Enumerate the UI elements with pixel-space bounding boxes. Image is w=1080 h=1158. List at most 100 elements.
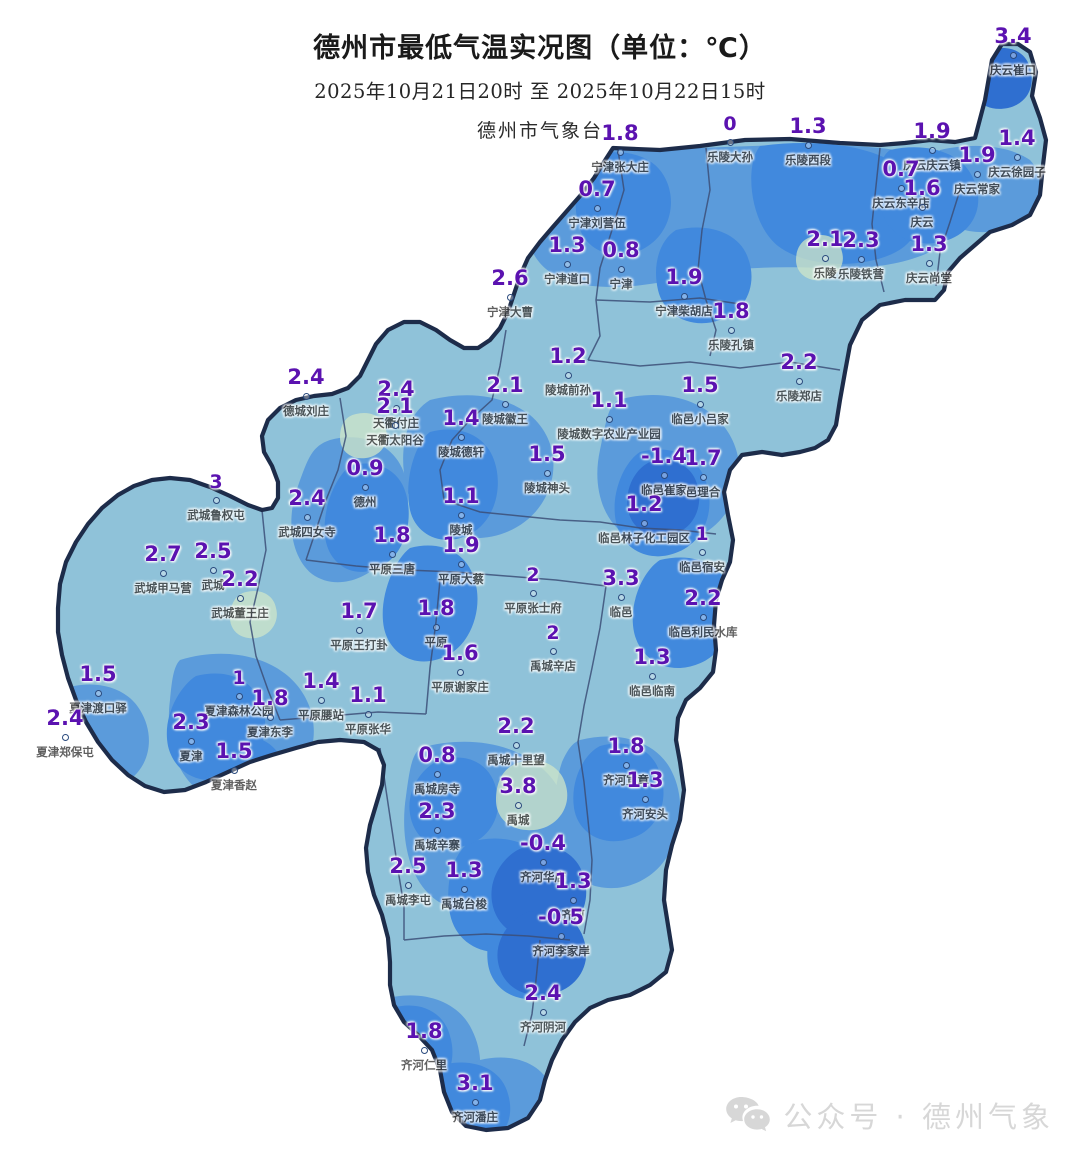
station-dot-icon — [457, 560, 465, 568]
station-value: 2.1 — [376, 394, 414, 418]
station-name: 平原谢家庄 — [431, 680, 489, 694]
station-name: 临邑小吕家 — [671, 412, 729, 426]
station-value: 2.2 — [221, 567, 259, 591]
station-value: 1.8 — [417, 596, 455, 620]
station-name: 陵城德轩 — [438, 445, 484, 459]
station-dot-icon — [696, 400, 704, 408]
station-dot-icon — [159, 569, 167, 577]
station-name: 齐河宣章 — [603, 773, 649, 787]
station-name: 庆云徐园子 — [988, 165, 1046, 179]
station-value: 1.3 — [445, 858, 483, 882]
station-name: 禹城辛店 — [530, 659, 576, 673]
station-dot-icon — [420, 1046, 428, 1054]
station-dot-icon — [680, 292, 688, 300]
station-value: 0.8 — [602, 238, 640, 262]
station-value: 1.3 — [633, 645, 671, 669]
station-name: 临邑宿安 — [679, 560, 725, 574]
station-dot-icon — [392, 404, 400, 412]
station-value: 2.4 — [288, 486, 326, 510]
station-dot-icon — [230, 766, 238, 774]
station-dot-icon — [361, 483, 369, 491]
station-name: 宁津 — [609, 277, 633, 291]
station-dot-icon — [404, 881, 412, 889]
station-value: 2.5 — [389, 854, 427, 878]
station-name: 邑理合 — [685, 485, 721, 499]
station-value: 1.9 — [958, 143, 996, 167]
station-name: 齐河仁里 — [401, 1058, 447, 1072]
station-name: 宁津柴胡店 — [655, 304, 713, 318]
station-value: 3 — [209, 471, 223, 493]
station-dot-icon — [433, 770, 441, 778]
station-value: 0.7 — [882, 157, 920, 181]
station-name: 庆云庆云镇 — [903, 158, 961, 172]
station-dot-icon — [726, 138, 734, 146]
station-name: 庆云东辛店 — [872, 196, 930, 210]
station-value: 1.6 — [903, 176, 941, 200]
station-value: 3.8 — [499, 774, 537, 798]
station-dot-icon — [61, 733, 69, 741]
station-dot-icon — [460, 885, 468, 893]
station-dot-icon — [660, 471, 668, 479]
station-value: 1.8 — [251, 686, 289, 710]
station-name: 夏津香赵 — [211, 778, 257, 792]
station-name: 平原张华 — [345, 722, 391, 736]
station-name: 禹城房寺 — [414, 782, 460, 796]
station-name: 宁津大曹 — [487, 305, 533, 319]
station-value: 0.8 — [418, 743, 456, 767]
station-value: 1.4 — [998, 126, 1036, 150]
station-value: 2.1 — [806, 227, 844, 251]
station-value: 2.2 — [497, 714, 535, 738]
station-dot-icon — [457, 433, 465, 441]
station-dot-icon — [514, 801, 522, 809]
station-name: 禹城李屯 — [385, 893, 431, 907]
station-dot-icon — [616, 148, 624, 156]
station-name: 宁津刘营伍 — [568, 216, 626, 230]
station-name: 齐河潘庄 — [452, 1110, 498, 1124]
station-value: 1.8 — [373, 523, 411, 547]
station-dot-icon — [564, 371, 572, 379]
temp-band-deep — [491, 48, 1032, 996]
station-value: 1.7 — [684, 446, 722, 470]
station-value: 3.4 — [994, 24, 1032, 48]
station-dot-icon — [303, 513, 311, 521]
station-dot-icon — [605, 415, 613, 423]
station-value: 1 — [232, 667, 246, 689]
station-name: 庆云崔口 — [990, 63, 1036, 77]
station-dot-icon — [543, 469, 551, 477]
station-dot-icon — [549, 647, 557, 655]
station-name: 乐陵西段 — [785, 153, 831, 167]
station-dot-icon — [918, 203, 926, 211]
station-value: 0.7 — [578, 177, 616, 201]
station-dot-icon — [433, 826, 441, 834]
station-dot-icon — [317, 696, 325, 704]
station-dot-icon — [821, 254, 829, 262]
station-value: 1.5 — [215, 739, 253, 763]
station-dot-icon — [593, 204, 601, 212]
station-name: 齐河阴河 — [520, 1020, 566, 1034]
temp-band-green — [230, 234, 843, 831]
station-dot-icon — [506, 293, 514, 301]
station-dot-icon — [471, 1098, 479, 1106]
station-dot-icon — [925, 259, 933, 267]
station-name: 夏津渡口驿 — [69, 701, 127, 715]
station-dot-icon — [640, 519, 648, 527]
station-name: 齐河李家岸 — [532, 944, 590, 958]
station-name: 宁津道口 — [544, 272, 590, 286]
station-name: 平原张士府 — [504, 601, 562, 615]
station-name: 武城鲁权屯 — [187, 508, 245, 522]
station-value: 0.9 — [346, 456, 384, 480]
station-name: 禹城 — [506, 813, 530, 827]
station-dot-icon — [94, 689, 102, 697]
station-name: 天衢太阳谷 — [366, 433, 424, 447]
station-name: 宁津张大庄 — [591, 160, 649, 174]
station-value: 2.7 — [144, 542, 182, 566]
station-name: 齐河华店 — [520, 870, 566, 884]
station-value: 2.3 — [842, 228, 880, 252]
station-dot-icon — [804, 141, 812, 149]
prefecture-outline — [55, 41, 1049, 1133]
station-dot-icon — [391, 421, 399, 429]
station-dot-icon — [457, 511, 465, 519]
station-name: 武城 — [201, 578, 225, 592]
